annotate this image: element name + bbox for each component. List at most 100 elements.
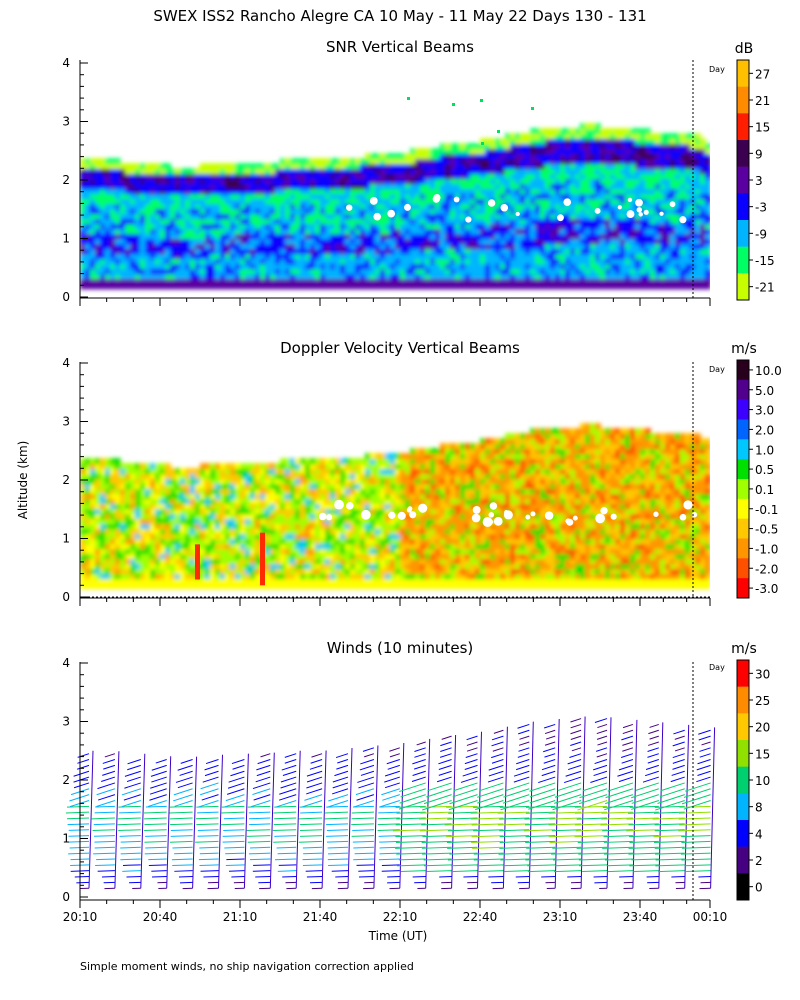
- snr-heatmap: [80, 97, 710, 290]
- snr-cell: [265, 278, 271, 285]
- doppler-cell: [135, 468, 141, 475]
- snr-cell: [190, 208, 196, 215]
- doppler-cell: [295, 533, 301, 540]
- doppler-cell: [310, 473, 316, 480]
- snr-cell: [645, 158, 651, 165]
- snr-cell: [610, 233, 616, 240]
- snr-cell: [260, 168, 266, 175]
- snr-cell: [290, 263, 296, 270]
- doppler-cell: [250, 508, 256, 515]
- snr-cell: [370, 273, 376, 280]
- snr-cell: [545, 158, 551, 165]
- snr-cell: [120, 208, 126, 215]
- doppler-cell: [265, 578, 271, 585]
- snr-cell: [580, 153, 586, 160]
- doppler-cell: [330, 508, 336, 515]
- snr-cell: [595, 223, 601, 230]
- snr-cell: [90, 283, 96, 290]
- snr-cell: [700, 248, 706, 255]
- snr-cell: [565, 268, 571, 275]
- snr-cell: [170, 218, 176, 225]
- snr-cell: [145, 258, 151, 265]
- snr-cell: [405, 268, 411, 275]
- snr-cell: [580, 138, 586, 145]
- doppler-cell: [90, 533, 96, 540]
- snr-cell: [195, 208, 201, 215]
- doppler-cell: [185, 548, 191, 555]
- doppler-cell: [160, 548, 166, 555]
- snr-cell: [350, 263, 356, 270]
- snr-cell: [85, 188, 91, 195]
- snr-cell: [270, 238, 276, 245]
- snr-cell: [445, 203, 451, 210]
- snr-cell: [180, 278, 186, 285]
- doppler-cell: [190, 548, 196, 555]
- snr-cell: [675, 213, 681, 220]
- snr-cell: [445, 173, 451, 180]
- snr-cell: [275, 193, 281, 200]
- doppler-cell: [260, 513, 266, 520]
- doppler-cell: [265, 573, 271, 580]
- doppler-cell: [295, 528, 301, 535]
- snr-cell: [80, 198, 86, 205]
- snr-cell: [360, 243, 366, 250]
- doppler-cell: [320, 573, 326, 580]
- snr-cell: [595, 183, 601, 190]
- snr-cell: [635, 233, 641, 240]
- doppler-cell: [245, 508, 251, 515]
- snr-cell: [295, 193, 301, 200]
- snr-cell: [350, 168, 356, 175]
- snr-cell: [650, 238, 656, 245]
- doppler-cell: [290, 523, 296, 530]
- snr-cell: [290, 163, 296, 170]
- snr-cell: [120, 173, 126, 180]
- snr-cell: [225, 178, 231, 185]
- snr-cell: [700, 283, 706, 290]
- snr-cell: [320, 258, 326, 265]
- doppler-cell: [200, 538, 206, 545]
- doppler-cell: [155, 553, 161, 560]
- snr-cell: [210, 198, 216, 205]
- snr-cell: [395, 168, 401, 175]
- snr-cell: [580, 168, 586, 175]
- snr-cell: [265, 283, 271, 290]
- snr-cell: [270, 188, 276, 195]
- snr-cell: [335, 273, 341, 280]
- snr-cell: [615, 178, 621, 185]
- snr-cell: [460, 228, 466, 235]
- snr-cell: [650, 223, 656, 230]
- doppler-cell: [215, 548, 221, 555]
- doppler-cell: [300, 463, 306, 470]
- snr-cell: [590, 273, 596, 280]
- snr-cell: [565, 183, 571, 190]
- doppler-cell: [105, 473, 111, 480]
- snr-cell: [170, 213, 176, 220]
- doppler-cell: [205, 493, 211, 500]
- snr-cell: [85, 228, 91, 235]
- snr-cell: [325, 163, 331, 170]
- snr-cell: [310, 223, 316, 230]
- snr-cell: [110, 258, 116, 265]
- snr-cell: [85, 178, 91, 185]
- snr-cell: [270, 208, 276, 215]
- snr-cell: [680, 223, 686, 230]
- snr-cell: [115, 238, 121, 245]
- snr-cell: [260, 213, 266, 220]
- doppler-cell: [235, 493, 241, 500]
- snr-cell: [205, 178, 211, 185]
- snr-cell: [440, 283, 446, 290]
- doppler-cell: [210, 553, 216, 560]
- snr-cell: [175, 243, 181, 250]
- doppler-cell: [230, 568, 236, 575]
- snr-cell: [175, 173, 181, 180]
- doppler-cell: [120, 583, 126, 590]
- snr-cell: [245, 213, 251, 220]
- doppler-cell: [145, 468, 151, 475]
- snr-cell: [115, 243, 121, 250]
- snr-cell: [350, 253, 356, 260]
- snr-cell: [650, 148, 656, 155]
- doppler-cell: [100, 528, 106, 535]
- doppler-cell: [100, 553, 106, 560]
- snr-cell: [440, 278, 446, 285]
- doppler-cell: [190, 518, 196, 525]
